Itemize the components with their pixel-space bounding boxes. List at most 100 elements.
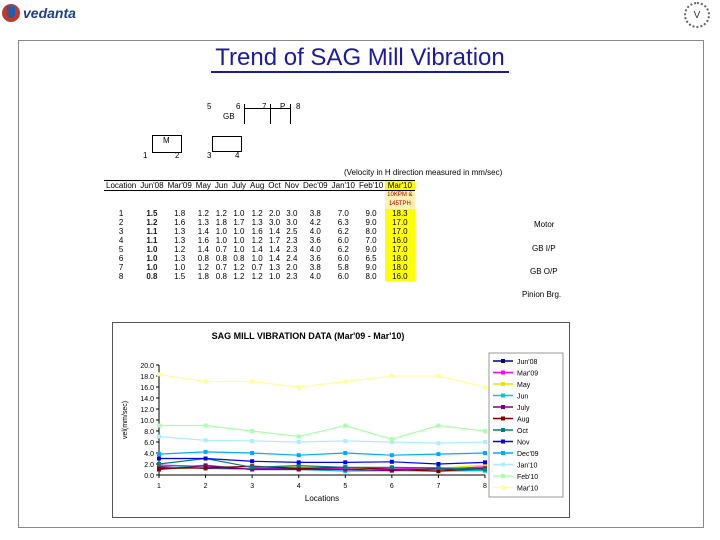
legend-marker [501, 474, 505, 478]
data-point [343, 438, 348, 443]
logo-text: vedanta [23, 5, 76, 21]
data-point [157, 456, 161, 461]
data-point [203, 423, 208, 428]
column-header: Location [104, 180, 139, 191]
data-point [389, 374, 394, 378]
data-point [389, 437, 394, 442]
legend-marker [501, 485, 505, 490]
table-cell: 1.0 [233, 235, 245, 245]
slide-title: Trend of SAG Mill Vibration [0, 44, 720, 73]
data-point [343, 467, 348, 472]
data-point [389, 465, 394, 470]
legend-marker [501, 359, 505, 363]
data-point [296, 434, 301, 439]
table-cell: 6.2 [337, 244, 349, 254]
table-cell: 1.4 [268, 253, 281, 263]
data-point [483, 429, 487, 433]
side-label-pinion: Pinion Brg. [522, 290, 562, 299]
data-point [483, 385, 487, 389]
table-row: 8 0.8 1.5 1.8 0.8 1.2 1.2 1.0 2.3 4.0 6.0 8.0 16.0 [104, 271, 415, 281]
data-point [436, 462, 441, 466]
table-cell: 3.0 [286, 217, 298, 227]
series-line [158, 465, 485, 472]
table-cell: 1.0 [233, 208, 245, 218]
table-cell: 1.3 [197, 217, 209, 227]
column-header: Feb'10 [356, 180, 386, 191]
table-cell: 1.6 [174, 217, 186, 227]
table-cell: 1.0 [233, 244, 245, 254]
table-cell: 1.1 [146, 226, 158, 236]
table-cell: 1.8 [215, 217, 227, 227]
data-point [250, 451, 255, 455]
legend-marker [501, 382, 505, 386]
table-cell: 3.6 [309, 253, 321, 263]
legend-entry: Oct [517, 428, 528, 435]
table-cell: 6.0 [337, 253, 349, 263]
table-cell: 1.7 [233, 217, 245, 227]
table-row: 7 1.0 1.0 1.2 0.7 1.2 0.7 1.3 2.0 3.8 5.8 9.0 18.0 [104, 262, 415, 272]
y-tick-label: 2.0 [144, 462, 154, 469]
table-cell: 17.0 [385, 217, 415, 227]
table-row: 3 1.1 1.3 1.4 1.0 1.0 1.6 1.4 2.5 4.0 6.2 8.0 17.0 [104, 226, 415, 236]
slide-frame [18, 40, 704, 528]
table-cell: 6 [118, 253, 124, 263]
table-cell: 6.2 [337, 226, 349, 236]
table-cell: 1.4 [197, 244, 209, 254]
y-axis-label: vel(mm/sec) [122, 401, 129, 439]
table-cell: 1.0 [215, 235, 227, 245]
table-cell: 1.3 [174, 235, 186, 245]
table-cell: 1.0 [233, 226, 245, 236]
table-cell: 4 [118, 235, 124, 245]
legend-entry: May [517, 382, 531, 389]
table-cell: 1.2 [146, 217, 158, 227]
data-point [296, 463, 301, 468]
data-point [250, 429, 255, 433]
table-cell: 0.8 [215, 271, 227, 281]
data-point [250, 459, 255, 464]
table-row: 4 1.1 1.3 1.6 1.0 1.0 1.2 1.7 2.3 3.6 6.0 7.0 16.0 [104, 235, 415, 245]
table-cell: 1.2 [251, 271, 263, 281]
table-cell: 1.2 [174, 244, 186, 254]
table-cell: 1.0 [268, 271, 281, 281]
schematic-label: 6 [236, 102, 241, 111]
table-cell: 1.0 [146, 253, 158, 263]
logo-icon [2, 4, 20, 22]
table-cell: 3.6 [309, 235, 321, 245]
data-point [436, 374, 441, 378]
table-cell: 2.4 [286, 253, 298, 263]
table-cell: 6.0 [337, 235, 349, 245]
x-tick-label: 8 [483, 483, 487, 490]
table-cell: 2 [118, 217, 124, 227]
series-line [158, 465, 486, 472]
table-cell: 1 [118, 208, 124, 218]
table-cell: 1.7 [268, 235, 281, 245]
schematic-label: 8 [296, 102, 301, 111]
legend-entry: Mar'09 [517, 371, 538, 378]
table-cell: 4.0 [309, 244, 321, 254]
table-cell: 2.5 [286, 226, 298, 236]
table-cell: 8.0 [365, 226, 377, 236]
table-cell: 1.2 [197, 262, 209, 272]
table-cell: 1.0 [251, 253, 263, 263]
data-point [343, 423, 348, 428]
table-row: 1 1.5 1.8 1.2 1.2 1.0 1.2 2.0 3.0 3.8 7.0 9.0 18.3 [104, 208, 415, 218]
table-cell: 4.0 [309, 271, 321, 281]
table-row: 2 1.2 1.6 1.3 1.8 1.7 1.3 3.0 3.0 4.2 6.3 9.0 17.0 [104, 217, 415, 227]
x-tick-label: 4 [297, 483, 301, 490]
column-header: July [229, 180, 249, 191]
legend-entry: Feb'10 [517, 474, 538, 481]
x-tick-label: 5 [343, 483, 347, 490]
table-row: 6 1.0 1.3 0.8 0.8 0.8 1.0 1.4 2.4 3.6 6.0 6.5 18.0 [104, 253, 415, 263]
column-header: May [193, 180, 213, 191]
vibration-chart: SAG MILL VIBRATION DATA (Mar'09 - Mar'10… [112, 322, 570, 518]
table-cell: 1.4 [251, 244, 263, 254]
data-point [436, 469, 441, 474]
table-cell: 0.8 [233, 253, 245, 263]
data-point [203, 463, 208, 468]
table-cell: 9.0 [365, 262, 377, 272]
chart-plot: 0.0 2.0 4.0 6.0 8.0 10.0 12.0 14.0 16.0 18.0 20.0 1… [122, 352, 564, 503]
table-cell: 1.8 [197, 271, 209, 281]
data-point [343, 451, 348, 455]
side-label-gb-output: GB O/P [530, 267, 558, 276]
schematic-label: 4 [235, 151, 240, 160]
